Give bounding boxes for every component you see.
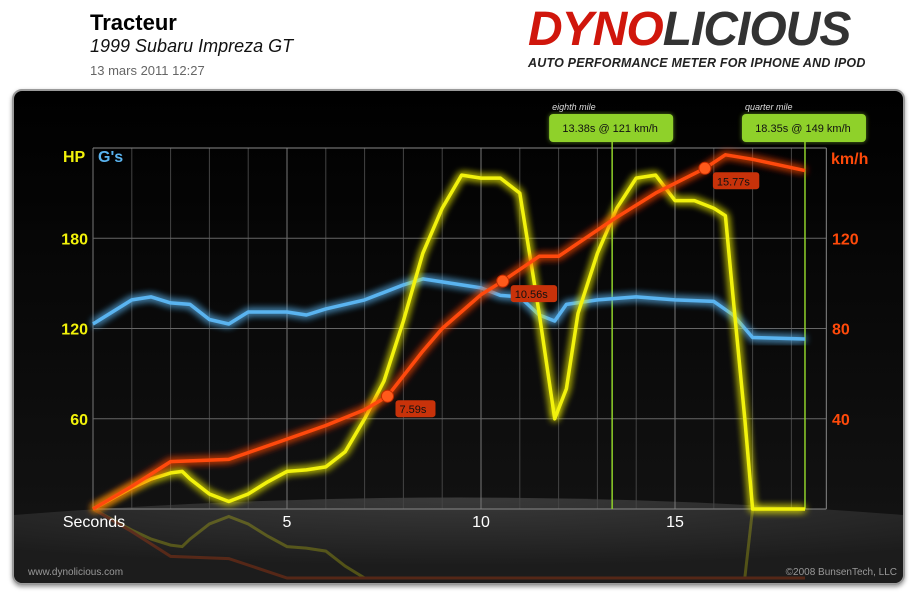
series-line-kmh xyxy=(92,153,806,511)
series-reflection xyxy=(92,507,805,580)
gs-axis-label: G's xyxy=(98,149,123,166)
hp-tick-label: 60 xyxy=(70,412,88,429)
vehicle-name: 1999 Subaru Impreza GT xyxy=(90,36,294,56)
dynolicious-logo: DYNOLICIOUS AUTO PERFORMANCE METER FOR I… xyxy=(528,6,903,76)
distance-marker-label: 18.35s @ 149 km/h xyxy=(755,123,851,135)
speed-marker-box xyxy=(510,285,558,303)
chart-floor xyxy=(14,497,903,583)
distance-marker-title: eighth mile xyxy=(552,102,596,112)
website-link[interactable]: www.dynolicious.com xyxy=(28,567,124,578)
distance-marker-label: 13.38s @ 121 km/h xyxy=(562,123,658,135)
hp-tick-label: 180 xyxy=(61,231,88,248)
logo-tagline: AUTO PERFORMANCE METER FOR IPHONE AND IP… xyxy=(528,56,866,70)
speed-marker-label: 7.59s xyxy=(399,404,426,416)
distance-marker-box xyxy=(741,114,866,142)
copyright: ©2008 BunsenTech, LLC xyxy=(785,567,897,578)
run-date: 13 mars 2011 12:27 xyxy=(90,63,205,78)
series-reflection xyxy=(92,507,805,580)
distance-marker-box xyxy=(549,114,674,142)
x-tick-label: 15 xyxy=(666,514,684,531)
speed-marker-dot xyxy=(380,389,394,403)
speed-marker-box xyxy=(712,172,760,190)
x-tick-label: 5 xyxy=(283,514,292,531)
hp-tick-label: 120 xyxy=(61,322,88,339)
speed-marker-dot xyxy=(496,274,510,288)
page-title: Tracteur xyxy=(90,10,177,35)
series-line-gs xyxy=(92,277,806,341)
x-tick-label: 10 xyxy=(472,514,490,531)
hp-axis-label: HP xyxy=(63,149,86,166)
speed-marker-dot xyxy=(698,161,712,175)
logo-part-2: LICIOUS xyxy=(662,3,852,56)
speed-marker-label: 10.56s xyxy=(515,289,549,301)
speed-marker-box xyxy=(395,400,436,418)
kmh-axis-label: km/h xyxy=(831,151,868,168)
x-axis-label: Seconds xyxy=(63,514,125,531)
distance-marker-title: quarter mile xyxy=(745,102,793,112)
kmh-tick-label: 40 xyxy=(832,412,850,429)
kmh-tick-label: 120 xyxy=(832,231,859,248)
kmh-tick-label: 80 xyxy=(832,322,850,339)
series-line-hp xyxy=(92,173,805,511)
speed-marker-label: 15.77s xyxy=(717,176,751,188)
logo-part-1: DYNO xyxy=(528,3,664,56)
